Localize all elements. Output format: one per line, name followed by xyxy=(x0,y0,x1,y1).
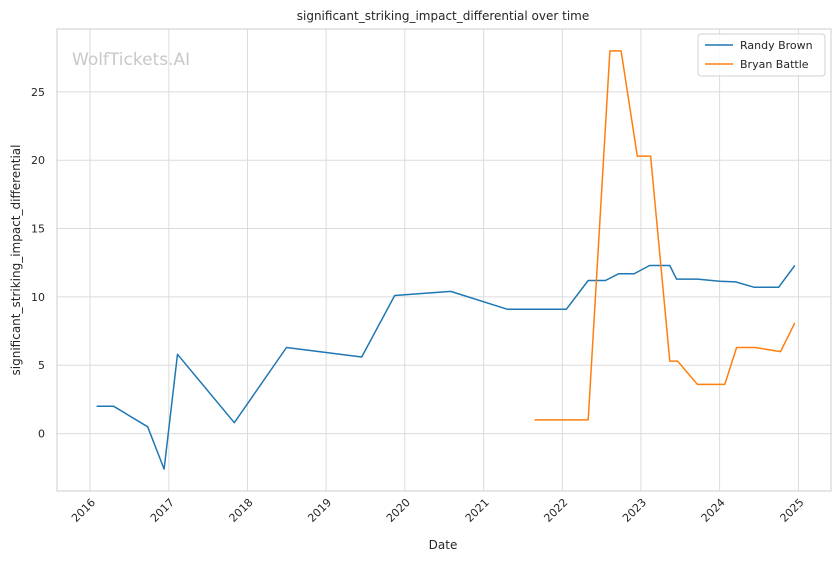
series-line-bryan-battle xyxy=(534,50,796,421)
series-lines xyxy=(96,50,796,470)
chart-title: significant_striking_impact_differential… xyxy=(297,9,589,23)
y-tick-label: 10 xyxy=(31,291,45,304)
y-tick-label: 25 xyxy=(31,86,45,99)
y-tick-label: 5 xyxy=(38,359,45,372)
legend: Randy Brown Bryan Battle xyxy=(697,33,826,77)
y-tick-label: 20 xyxy=(31,154,45,167)
y-tick-label: 15 xyxy=(31,223,45,236)
legend-label-randy-brown: Randy Brown xyxy=(740,39,813,52)
x-axis-label: Date xyxy=(429,538,458,552)
plot-frame xyxy=(56,28,832,492)
watermark: WolfTickets.AI xyxy=(72,50,190,70)
series-line-randy-brown xyxy=(96,264,796,470)
legend-label-bryan-battle: Bryan Battle xyxy=(740,58,809,71)
grid xyxy=(57,29,831,491)
y-axis-label: significant_striking_impact_differential xyxy=(9,145,23,376)
y-tick-label: 0 xyxy=(38,428,45,441)
y-axis-ticks: 0 5 10 15 20 25 xyxy=(31,86,45,441)
